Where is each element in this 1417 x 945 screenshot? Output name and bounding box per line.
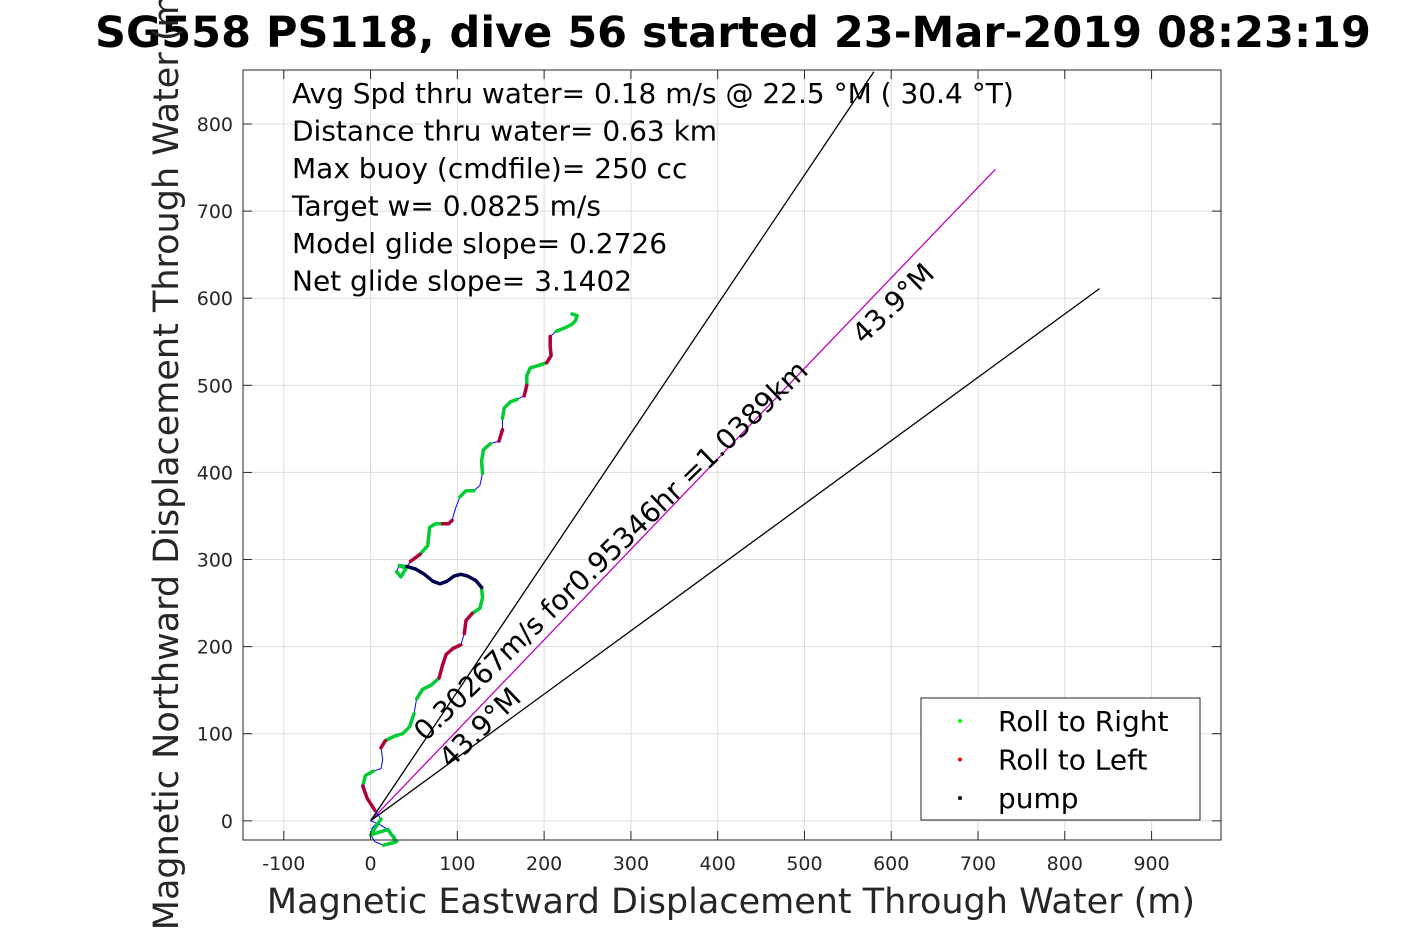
roll-right-segment	[525, 360, 549, 388]
plot-frame	[242, 69, 1222, 841]
roll-right-segment	[361, 769, 375, 788]
stat-line: Target w= 0.0825 m/s	[291, 190, 601, 223]
stat-line: Max buoy (cmdfile)= 250 cc	[292, 152, 687, 185]
roll-right-segment	[458, 488, 476, 499]
legend-marker	[958, 757, 962, 762]
stat-line: Net glide slope= 3.1402	[292, 265, 632, 298]
stat-line: Model glide slope= 0.2726	[292, 227, 667, 260]
roll-left-segment	[408, 552, 422, 564]
legend-label: pump	[998, 782, 1079, 815]
x-tick-label: 100	[439, 853, 475, 875]
roll-right-segment	[500, 397, 519, 421]
y-tick-label: 500	[197, 375, 233, 397]
x-tick-label: 400	[700, 853, 736, 875]
legend-marker	[958, 796, 962, 800]
heading-lines	[370, 71, 1100, 822]
legend-label: Roll to Right	[998, 705, 1169, 738]
heading-mean-line	[370, 168, 996, 822]
roll-right-segment	[414, 676, 441, 701]
roll-left-segment	[544, 334, 553, 365]
roll-left-segment	[497, 427, 505, 443]
x-tick-label: 700	[960, 853, 996, 875]
x-tick-label: 600	[873, 853, 909, 875]
x-tick-label: 0	[365, 853, 377, 875]
y-tick-label: 800	[197, 114, 233, 136]
x-tick-label: 800	[1047, 853, 1083, 875]
legend-label: Roll to Left	[998, 744, 1147, 777]
stat-line: Avg Spd thru water= 0.18 m/s @ 22.5 °M (…	[292, 77, 1014, 110]
roll-left-segment	[379, 738, 388, 750]
roll-right-segment	[479, 441, 493, 476]
roll-right-segment	[418, 522, 445, 557]
y-axis-label: Magnetic Northward Displacement Through …	[147, 0, 187, 930]
legend-box	[920, 697, 1201, 821]
roll-right-segment	[368, 817, 399, 847]
roll-right-segment	[394, 563, 409, 579]
chart-title: SG558 PS118, dive 56 started 23-Mar-2019…	[95, 8, 1371, 58]
roll-left-segment	[522, 383, 529, 398]
roll-left-segment	[361, 784, 377, 813]
tick-marks	[243, 70, 1221, 840]
y-tick-label: 100	[197, 724, 233, 746]
y-tick-label: 600	[197, 288, 233, 310]
x-tick-label: -100	[262, 853, 305, 875]
y-tick-label: 300	[197, 550, 233, 572]
y-tick-label: 0	[221, 811, 233, 833]
track-layer	[361, 312, 579, 847]
roll-left-segment	[440, 518, 454, 526]
pump-segment	[405, 564, 484, 590]
roll-left-segment	[437, 643, 463, 680]
x-tick-label: 200	[526, 853, 562, 875]
y-tick-labels: 0 100 200 300 400 500 600 700 800	[197, 114, 233, 833]
heading-upper-line	[370, 71, 875, 822]
roll-left-segment	[462, 611, 474, 636]
roll-right-segment	[554, 312, 579, 334]
x-tick-label: 900	[1133, 853, 1169, 875]
legend: Roll to Right Roll to Left pump	[920, 697, 1201, 821]
x-axis-label: Magnetic Eastward Displacement Through W…	[267, 882, 1195, 922]
roll-right-segment	[470, 585, 485, 616]
y-tick-label: 700	[197, 201, 233, 223]
x-tick-labels: -100 0 100 200 300 400 500 600 700 800 900	[262, 853, 1169, 875]
x-tick-label: 500	[786, 853, 822, 875]
y-tick-label: 400	[197, 462, 233, 484]
stat-line: Distance thru water= 0.63 km	[292, 115, 717, 148]
x-tick-label: 300	[613, 853, 649, 875]
roll-right-segment	[383, 711, 416, 743]
y-tick-label: 200	[197, 637, 233, 659]
stats-block: Avg Spd thru water= 0.18 m/s @ 22.5 °M (…	[291, 77, 1014, 298]
legend-marker	[958, 719, 962, 723]
heading-lower-line	[370, 288, 1100, 822]
plot-area	[242, 69, 1222, 847]
